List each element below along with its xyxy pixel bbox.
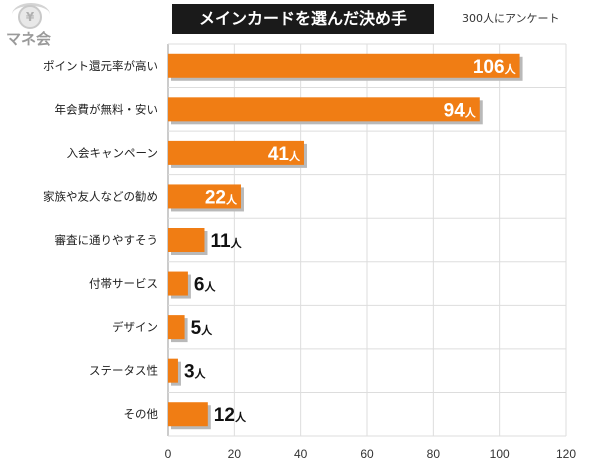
bar: [168, 358, 178, 383]
category-label: ステータス性: [89, 364, 158, 378]
chart-title-box: メインカードを選んだ決め手: [172, 4, 434, 34]
value-label: 106人: [473, 57, 517, 78]
x-tick-label: 0: [165, 447, 172, 461]
logo-arc: [12, 3, 50, 26]
x-tick-label: 80: [427, 447, 441, 461]
bar: [168, 53, 520, 78]
x-tick-label: 40: [294, 447, 308, 461]
logo: ¥ マネ会: [4, 3, 64, 51]
x-tick-label: 100: [490, 447, 510, 461]
category-label: その他: [124, 407, 159, 421]
bar: [168, 140, 304, 165]
bar: [168, 184, 241, 209]
value-label: 94人: [444, 100, 477, 121]
category-label: ポイント還元率が高い: [43, 59, 158, 73]
bar: [168, 97, 480, 122]
x-tick-label: 120: [556, 447, 576, 461]
category-label: 入会キャンペーン: [67, 146, 158, 160]
value-labels: 106人 94人 41人 22人 11人 6人 5人 3人 12人: [184, 57, 517, 426]
bar: [168, 228, 205, 252]
category-label: デザイン: [112, 320, 158, 334]
value-label: 41人: [268, 144, 301, 165]
x-tick-label: 60: [360, 447, 374, 461]
value-label: 6人: [194, 275, 217, 296]
bars: [168, 53, 523, 430]
bar: [168, 315, 185, 340]
chart-title: メインカードを選んだ決め手: [198, 9, 407, 28]
category-label: 家族や友人などの勧め: [43, 189, 158, 203]
value-label: 5人: [191, 318, 214, 339]
bar: [168, 402, 208, 427]
x-tick-label: 20: [228, 447, 242, 461]
category-label: 付帯サービス: [89, 277, 158, 291]
category-label: 審査に通りやすそう: [55, 233, 159, 247]
yen-coin-icon: ¥: [18, 5, 42, 29]
chart-subtitle: 300人にアンケート: [462, 12, 560, 25]
bar: [168, 271, 188, 296]
category-labels: ポイント還元率が高い年会費が無料・安い入会キャンペーン家族や友人などの勧め審査に…: [43, 59, 158, 421]
category-label: 年会費が無料・安い: [55, 102, 159, 116]
value-label: 12人: [214, 405, 247, 426]
value-label: 11人: [210, 231, 242, 252]
logo-text: マネ会: [6, 30, 52, 48]
value-label: 3人: [184, 362, 207, 383]
x-tick-labels: 0 20 40 60 80 100 120: [165, 447, 577, 461]
value-label: 22人: [205, 187, 238, 208]
